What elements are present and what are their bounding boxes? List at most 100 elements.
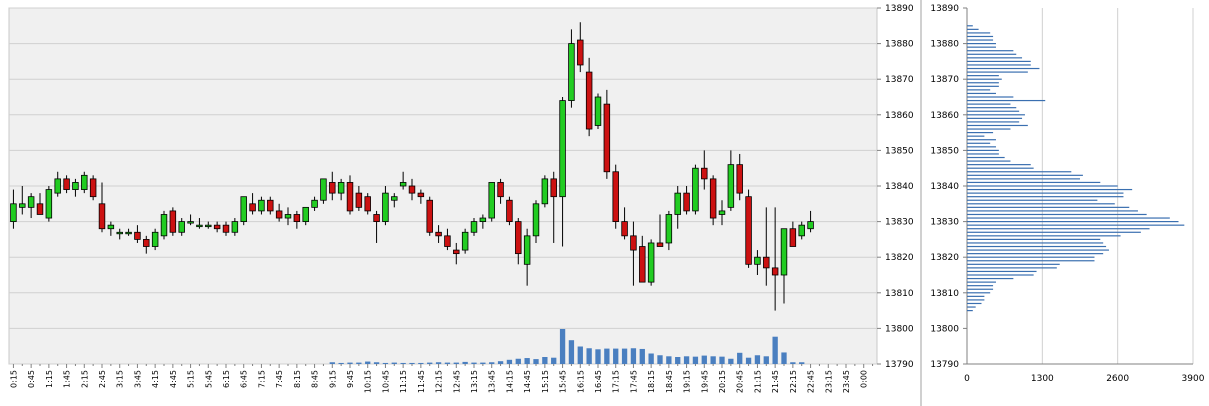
x-tick-label: 1300: [1031, 374, 1054, 384]
candle-body: [754, 256, 761, 265]
volume-bar: [666, 356, 672, 364]
profile-bar: [967, 171, 1072, 173]
candle-body: [550, 178, 557, 198]
volume-bar: [595, 349, 601, 364]
candle-body: [187, 221, 194, 224]
candle-body: [213, 224, 221, 230]
profile-bar: [967, 188, 1133, 191]
profile-bar: [967, 203, 1115, 205]
profile-bar: [967, 75, 999, 77]
profile-bar: [967, 281, 996, 283]
profile-bar: [967, 295, 985, 297]
candle-body: [19, 203, 26, 208]
profile-bar: [967, 160, 1011, 162]
volume-bar: [728, 358, 734, 364]
x-tick-label: 15:45: [559, 370, 568, 393]
profile-bar: [967, 117, 1023, 119]
volume-bar: [329, 362, 335, 364]
candle-body: [630, 235, 637, 251]
volume-bar: [444, 362, 451, 364]
y-tick-label: 13820: [930, 253, 959, 263]
profile-bar: [967, 149, 999, 151]
volume-bar: [373, 362, 380, 364]
profile-bar: [967, 213, 1147, 216]
candle-body: [320, 178, 327, 201]
profile-bar: [967, 167, 1034, 169]
x-tick-label: 18:45: [665, 370, 674, 393]
candle-body: [523, 235, 531, 265]
y-tick-label: 13850: [930, 146, 959, 156]
x-tick-label: 9:45: [346, 370, 355, 388]
profile-bar: [967, 35, 994, 38]
x-tick-label: 2:45: [98, 370, 107, 388]
volume-bar: [692, 356, 699, 364]
profile-bar: [967, 60, 1031, 62]
candle-body: [382, 192, 389, 222]
x-tick-label: 22:45: [807, 370, 816, 393]
volume-bar: [400, 362, 406, 364]
x-tick-label: 15:15: [541, 370, 550, 393]
candle-body: [771, 267, 779, 276]
x-tick-label: 16:15: [576, 370, 585, 393]
y-tick-label: 13800: [885, 324, 914, 334]
candle-body: [337, 182, 345, 194]
profile-bar: [967, 135, 985, 137]
x-tick-label: 9:15: [328, 370, 337, 388]
profile-bar: [967, 64, 1031, 66]
profile-bar: [967, 302, 982, 305]
x-tick-label: 13:45: [488, 370, 497, 393]
volume-bar: [489, 362, 495, 364]
volume-bar: [710, 356, 716, 364]
x-tick-label: 19:15: [683, 370, 692, 393]
candle-body: [647, 242, 655, 283]
profile-bar: [967, 107, 1017, 109]
candle-body: [27, 196, 35, 208]
volume-bar: [382, 362, 389, 364]
y-tick-label: 13870: [930, 75, 959, 85]
candle-body: [399, 182, 407, 187]
x-tick-label: 14:15: [505, 370, 514, 393]
candle-body: [231, 221, 239, 233]
x-tick-label: 17:15: [612, 370, 621, 393]
candle-body: [98, 203, 106, 230]
candle-body: [54, 178, 61, 194]
profile-bar: [967, 57, 1023, 59]
profile-bar: [967, 132, 994, 134]
profile-bar: [967, 260, 1095, 262]
volume-bar: [763, 356, 769, 364]
y-tick-label: 13860: [885, 111, 914, 121]
profile-bar: [967, 231, 1141, 233]
profile-bar: [967, 50, 1014, 52]
profile-bar: [967, 174, 1083, 176]
candle-body: [683, 192, 690, 212]
x-tick-label: 2:15: [80, 370, 89, 388]
candle-body: [329, 182, 336, 194]
profile-bar: [967, 142, 991, 144]
profile-bar: [967, 178, 1080, 180]
volume-bar: [462, 361, 468, 364]
profile-bar: [967, 210, 1138, 212]
candle-body: [249, 203, 256, 212]
x-tick-label: 23:15: [824, 370, 833, 393]
candle-body: [391, 196, 398, 201]
candle-body: [169, 210, 177, 233]
candle-body: [665, 214, 673, 244]
profile-bar: [967, 196, 1124, 198]
candle-body: [240, 196, 247, 222]
volume-bar: [435, 362, 442, 364]
profile-bar: [967, 288, 994, 290]
profile-bar: [967, 92, 996, 95]
profile-bar: [967, 267, 1057, 269]
profile-bar: [967, 206, 1130, 208]
candle-body: [222, 224, 230, 233]
x-tick-label: 14:45: [523, 370, 532, 393]
x-tick-label: 5:15: [187, 370, 196, 388]
volume-bar: [568, 340, 575, 364]
x-tick-label: 3:15: [116, 370, 125, 388]
candle-body: [284, 214, 292, 219]
candle-body: [701, 167, 708, 180]
candle-body: [160, 214, 168, 237]
profile-bar: [967, 217, 1170, 219]
profile-bar: [967, 228, 1150, 230]
x-tick-label: 3:45: [133, 370, 142, 388]
